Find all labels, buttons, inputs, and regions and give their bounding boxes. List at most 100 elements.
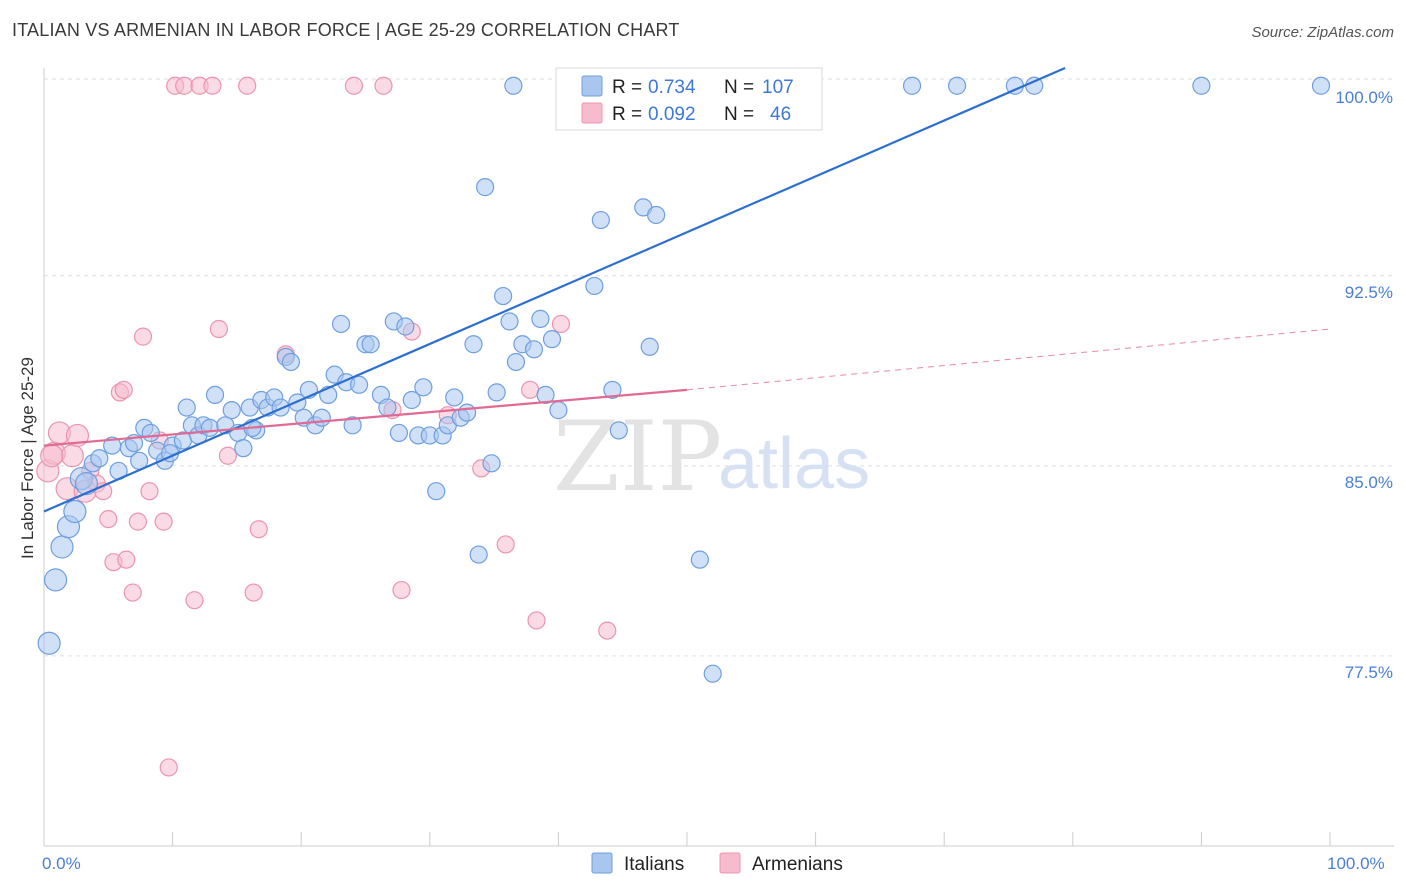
italian-point: [524, 340, 544, 359]
italian-point: [200, 418, 219, 437]
x-tick-label-min: 0.0%: [42, 854, 81, 873]
x-tick-label-max: 100.0%: [1327, 854, 1385, 873]
italian-point: [445, 388, 464, 407]
y-tick-label: 77.5%: [1345, 663, 1393, 682]
italian-point: [74, 472, 99, 496]
watermark-atlas: atlas: [718, 424, 870, 504]
italian-point: [647, 205, 666, 225]
armenians-trend-line: [43, 388, 688, 447]
legend-italians-swatch: [591, 852, 613, 874]
legend-italians-label: Italians: [624, 854, 684, 875]
italian-point: [487, 383, 506, 402]
italian-point: [234, 439, 253, 458]
italian-point: [504, 76, 523, 95]
italian-point: [63, 499, 87, 524]
y-tick-label: 92.5%: [1345, 283, 1393, 302]
italian-point: [1192, 76, 1211, 95]
armenian-point: [133, 327, 153, 346]
italians-r-value: 0.734: [648, 77, 696, 98]
armenian-point: [598, 621, 617, 640]
legend-armenians-swatch: [719, 852, 741, 874]
italian-point: [494, 286, 513, 306]
italian-point: [690, 550, 709, 569]
italian-point: [90, 449, 109, 468]
italian-point: [464, 335, 483, 354]
italian-point: [361, 335, 380, 354]
armenians-r-value: 0.092: [648, 104, 696, 125]
series-legend: Italians Armenians: [591, 852, 843, 875]
armenian-point: [238, 76, 257, 95]
italians-trend-line: [43, 66, 1066, 513]
italian-point: [640, 337, 659, 356]
italian-point: [469, 545, 488, 564]
armenian-point: [159, 758, 178, 777]
italian-point: [222, 401, 241, 420]
italian-point: [542, 330, 562, 349]
y-tick-label: 100.0%: [1335, 88, 1393, 107]
armenian-point: [496, 535, 515, 554]
italian-point: [37, 631, 61, 655]
armenians-trend-extension: [686, 328, 1331, 391]
italian-point: [703, 664, 722, 683]
italian-point: [475, 178, 495, 197]
italian-point: [312, 408, 331, 427]
italian-point: [141, 423, 160, 443]
armenians-legend-swatch: [581, 102, 603, 124]
armenian-point: [65, 423, 90, 448]
italian-point: [343, 416, 362, 435]
armenian-point: [521, 380, 540, 399]
armenian-point: [140, 482, 159, 501]
italian-points: [37, 76, 1331, 683]
chart-title: ITALIAN VS ARMENIAN IN LABOR FORCE | AGE…: [12, 20, 680, 40]
italians-r-label: R =: [612, 77, 642, 98]
armenian-point: [128, 512, 147, 531]
armenians-r-label: R =: [612, 104, 642, 125]
chart-source: Source: ZipAtlas.com: [1251, 24, 1394, 41]
armenian-point: [60, 444, 84, 468]
stats-legend: R = 0.734 N = 107 R = 0.092 N = 46: [555, 67, 823, 131]
armenians-n-value: 46: [770, 104, 791, 125]
italian-point: [1311, 76, 1331, 95]
italian-point: [549, 401, 568, 420]
armenian-point: [392, 580, 411, 600]
italian-point: [50, 535, 74, 559]
armenians-n-label: N =: [724, 104, 754, 125]
legend-armenians-label: Armenians: [752, 854, 843, 875]
armenian-point: [374, 76, 393, 95]
y-axis-label: In Labor Force | Age 25-29: [18, 357, 37, 559]
italian-point: [414, 378, 433, 397]
italian-point: [43, 568, 68, 592]
italian-point: [536, 385, 555, 405]
italian-point: [457, 403, 477, 422]
armenian-point: [527, 611, 546, 630]
armenian-point: [185, 591, 204, 610]
armenian-point: [117, 550, 136, 569]
x-ticks: [172, 832, 1331, 846]
italian-point: [396, 317, 415, 336]
y-tick-label: 85.0%: [1345, 473, 1393, 492]
italian-point: [506, 352, 526, 372]
armenian-point: [244, 583, 263, 602]
italian-point: [378, 398, 397, 417]
armenian-point: [123, 583, 142, 602]
armenian-point: [40, 444, 64, 468]
italian-point: [331, 314, 351, 334]
italian-point: [349, 375, 369, 394]
italian-point: [947, 76, 967, 95]
italian-point: [531, 309, 550, 328]
gridlines: [44, 78, 1394, 657]
italians-n-value: 107: [762, 77, 794, 98]
italian-point: [482, 454, 501, 473]
italian-point: [389, 423, 409, 443]
italians-n-label: N =: [724, 77, 754, 98]
armenian-point: [344, 76, 364, 95]
armenian-point: [99, 509, 118, 529]
italian-point: [402, 390, 421, 410]
trend-lines: [43, 66, 1331, 513]
italian-point: [609, 421, 628, 440]
italian-point: [591, 210, 610, 230]
italian-point: [603, 380, 622, 399]
armenian-point: [203, 76, 222, 95]
y-tick-labels: 100.0% 92.5% 85.0% 77.5%: [1335, 88, 1393, 682]
